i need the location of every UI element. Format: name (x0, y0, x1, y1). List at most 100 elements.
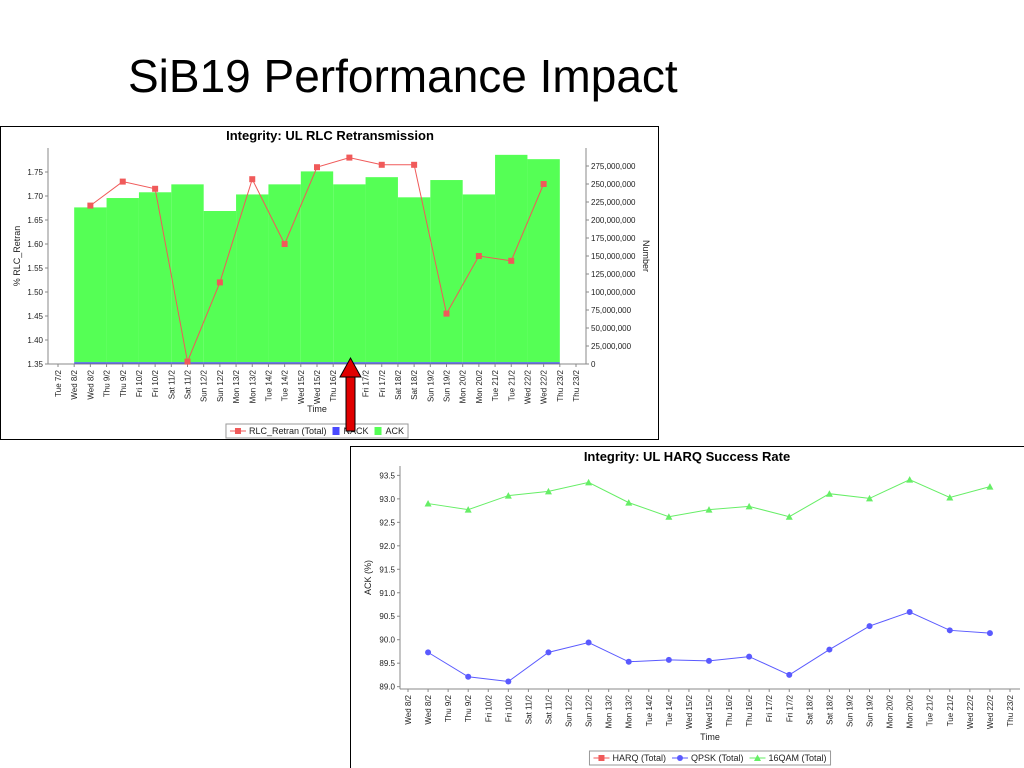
point (585, 639, 592, 646)
point (705, 506, 713, 513)
charts: Integrity: UL RLC Retransmission 1.35 1.40… (12, 128, 1020, 766)
y2-tick-label: 75,000,000 (591, 306, 632, 315)
x-tick-label: Tue 14/2 (645, 694, 654, 726)
y-tick-label: 89.0 (379, 683, 395, 692)
point (746, 653, 753, 660)
point (424, 500, 432, 507)
x-tick-label: Mon 20/2 (475, 369, 484, 403)
x-tick-label: Sat 11/2 (524, 694, 533, 724)
point (825, 490, 833, 497)
x-tick-label: Wed 22/2 (986, 694, 995, 729)
y2-tick-label: 50,000,000 (591, 324, 632, 333)
x-tick-label: Sat 18/2 (825, 694, 834, 724)
y2-tick-label: 25,000,000 (591, 342, 632, 351)
point (785, 513, 793, 520)
x-tick-label: Thu 16/2 (329, 369, 338, 401)
point (346, 154, 353, 161)
bar (236, 362, 269, 364)
point (866, 494, 874, 502)
x-tick-label: Tue 14/2 (665, 694, 674, 726)
bar (171, 184, 204, 363)
bar (106, 198, 139, 363)
y-tick-label: 1.40 (27, 336, 43, 345)
x-tick-label: Sun 19/2 (866, 694, 875, 727)
y-tick-label: 91.0 (379, 589, 395, 598)
x-tick-label: Sun 19/2 (443, 369, 452, 402)
x-tick-label: Thu 23/2 (556, 369, 565, 401)
bar (300, 171, 334, 363)
point (443, 310, 450, 317)
point (625, 499, 633, 506)
y-tick-label: 91.5 (379, 565, 395, 574)
point (826, 646, 833, 653)
y-tick-label: 1.35 (27, 360, 43, 369)
legend-label: HARQ (Total) (612, 753, 666, 763)
legend-marker (598, 755, 605, 761)
point (665, 513, 673, 520)
x-tick-label: Thu 9/2 (119, 369, 128, 397)
x-tick-label: Thu 9/2 (464, 694, 473, 722)
bar (74, 362, 107, 364)
legend: RLC_Retran (Total) NACK ACK (225, 423, 409, 439)
legend-symbol (749, 754, 766, 761)
legend-label: ACK (386, 426, 405, 436)
x-tick-label: Sat 11/2 (167, 369, 176, 399)
bar (495, 362, 528, 364)
y2-axis-label: Number (641, 240, 651, 272)
point (249, 176, 256, 183)
point (706, 657, 712, 664)
y-tick-label: 89.5 (379, 659, 395, 668)
x-tick-label: Fri 10/2 (151, 369, 160, 397)
point (540, 181, 547, 187)
x-tick-label: Sun 12/2 (200, 369, 209, 402)
x-tick-label: Thu 23/2 (572, 369, 581, 401)
y2-tick-label: 150,000,000 (591, 252, 636, 261)
legend-symbol (593, 755, 610, 761)
y2-tick-label: 125,000,000 (591, 270, 636, 279)
x-tick-label: Wed 22/2 (540, 369, 549, 404)
x-tick-label: Mon 20/2 (906, 694, 915, 728)
x-tick-label: Mon 13/2 (625, 694, 634, 728)
x-tick-label: Wed 15/2 (313, 369, 322, 404)
x-tick-label: Sat 18/2 (805, 694, 814, 724)
bar (462, 362, 496, 364)
y2-tick-label: 175,000,000 (591, 234, 636, 243)
bar (365, 362, 398, 364)
y2-tick-label: 200,000,000 (591, 216, 636, 225)
point (411, 161, 418, 168)
bar (430, 362, 463, 364)
x-tick-label: Wed 22/2 (966, 694, 975, 729)
y-tick-label: 93.5 (379, 471, 395, 480)
x-tick-label: Tue 14/2 (264, 369, 273, 401)
x-tick-label: Fri 17/2 (785, 694, 794, 722)
point (504, 492, 512, 499)
y-tick-label: 1.75 (27, 168, 43, 177)
y2-tick-label: 275,000,000 (591, 162, 636, 171)
bar (74, 207, 107, 363)
y-tick-label: 93.0 (379, 495, 395, 504)
y-tick-label: 1.65 (27, 216, 43, 225)
x-tick-label: Wed 8/2 (86, 369, 95, 399)
x-tick-label: Tue 14/2 (281, 369, 290, 401)
legend: HARQ (Total) QPSK (Total) 16QAM (Total) (588, 750, 832, 766)
point (508, 257, 515, 264)
legend-label: QPSK (Total) (691, 753, 744, 763)
point (906, 476, 914, 483)
legend-label: NACK (344, 426, 369, 436)
legend-box (225, 423, 409, 439)
x-tick-label: Fri 10/2 (135, 369, 144, 397)
point (378, 161, 385, 168)
legend-marker (676, 755, 683, 761)
x-tick-label: Fri 10/2 (504, 694, 513, 722)
point (585, 478, 593, 486)
bar (300, 362, 334, 364)
x-axis-label: Time (307, 404, 327, 414)
point (281, 241, 288, 247)
legend-box (588, 750, 832, 766)
y-axis-label: % RLC_Retran (12, 226, 22, 287)
y-axis-label: ACK (%) (363, 560, 373, 595)
legend-symbol (374, 427, 382, 435)
x-tick-label: Sat 18/2 (394, 369, 403, 399)
x-tick-label: Wed 8/2 (70, 369, 79, 399)
point (986, 630, 993, 637)
